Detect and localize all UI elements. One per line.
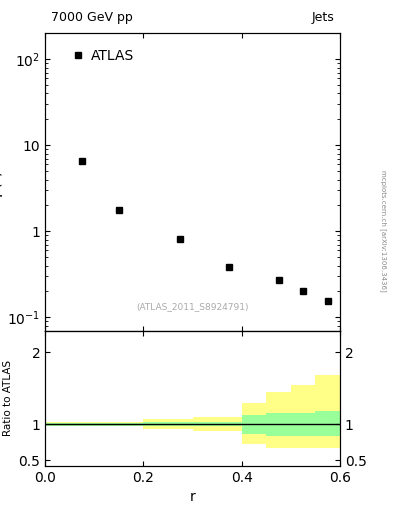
- Text: (ATLAS_2011_S8924791): (ATLAS_2011_S8924791): [136, 303, 249, 311]
- Text: Jets: Jets: [311, 11, 334, 25]
- Y-axis label: ρ(r): ρ(r): [0, 168, 2, 196]
- X-axis label: r: r: [190, 490, 195, 504]
- Text: 7000 GeV pp: 7000 GeV pp: [51, 11, 133, 25]
- Text: mcplots.cern.ch [arXiv:1306.3436]: mcplots.cern.ch [arXiv:1306.3436]: [380, 169, 387, 291]
- Legend: ATLAS: ATLAS: [73, 49, 134, 63]
- Y-axis label: Ratio to ATLAS: Ratio to ATLAS: [3, 360, 13, 436]
